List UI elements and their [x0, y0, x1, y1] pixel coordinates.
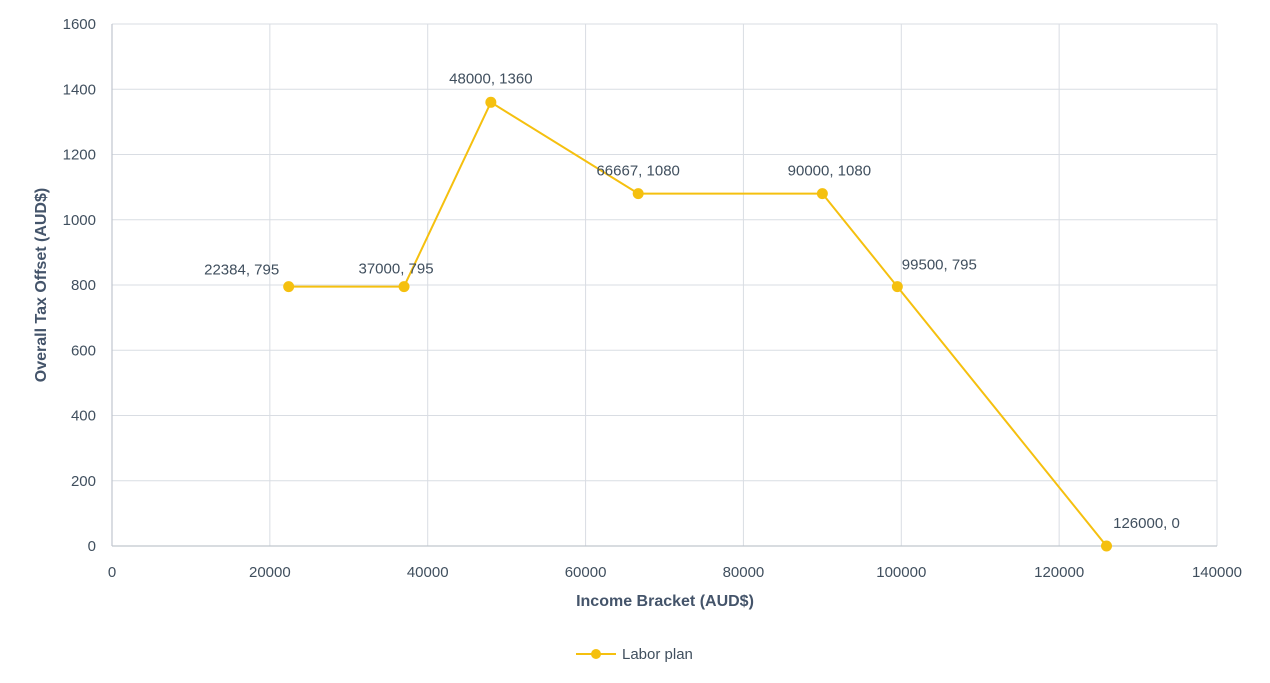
- x-tick-label: 0: [108, 564, 116, 581]
- x-tick-label: 80000: [723, 564, 765, 581]
- x-tick-label: 60000: [565, 564, 607, 581]
- x-tick-label: 140000: [1192, 564, 1242, 581]
- y-tick-label: 400: [71, 408, 96, 425]
- axis-layer: 0 200 400 600 800 1000 1200 1400 1600 0 20000 40000…: [63, 16, 1242, 581]
- y-tick-label: 600: [71, 342, 96, 359]
- data-label: 126000, 0: [1113, 515, 1180, 532]
- x-axis-title: Income Bracket (AUD$): [576, 593, 754, 610]
- y-axis-title: Overall Tax Offset (AUD$): [33, 188, 50, 382]
- data-label: 48000, 1360: [449, 70, 532, 87]
- legend-label: Labor plan: [622, 646, 693, 663]
- y-tick-label: 1600: [63, 16, 96, 33]
- y-tick-label: 1200: [63, 147, 96, 164]
- data-point: [632, 188, 644, 200]
- x-tick-label: 120000: [1034, 564, 1084, 581]
- x-tick-label: 100000: [876, 564, 926, 581]
- y-tick-label: 1000: [63, 212, 96, 229]
- y-tick-label: 0: [88, 538, 96, 555]
- data-label: 99500, 795: [902, 257, 977, 274]
- data-point: [891, 281, 903, 293]
- data-point: [485, 96, 497, 108]
- series-layer: [283, 96, 1112, 552]
- series-line: [288, 100, 1108, 547]
- legend: Labor plan: [576, 646, 693, 663]
- y-tick-label: 200: [71, 473, 96, 490]
- legend-marker-swatch: [591, 649, 601, 659]
- x-tick-label: 40000: [407, 564, 449, 581]
- data-label: 22384, 795: [204, 262, 279, 279]
- data-point: [816, 188, 828, 200]
- data-label: 37000, 795: [358, 261, 433, 278]
- grid-layer: [112, 23, 1218, 546]
- data-label-layer: 22384, 795 37000, 795 48000, 1360 66667, 10…: [204, 70, 1180, 532]
- data-point: [1101, 540, 1112, 552]
- y-tick-label: 1400: [63, 81, 96, 98]
- y-tick-label: 800: [71, 277, 96, 294]
- data-point: [283, 281, 295, 293]
- data-label: 90000, 1080: [788, 163, 871, 180]
- data-point: [398, 281, 410, 293]
- data-label: 66667, 1080: [596, 163, 679, 180]
- x-tick-label: 20000: [249, 564, 291, 581]
